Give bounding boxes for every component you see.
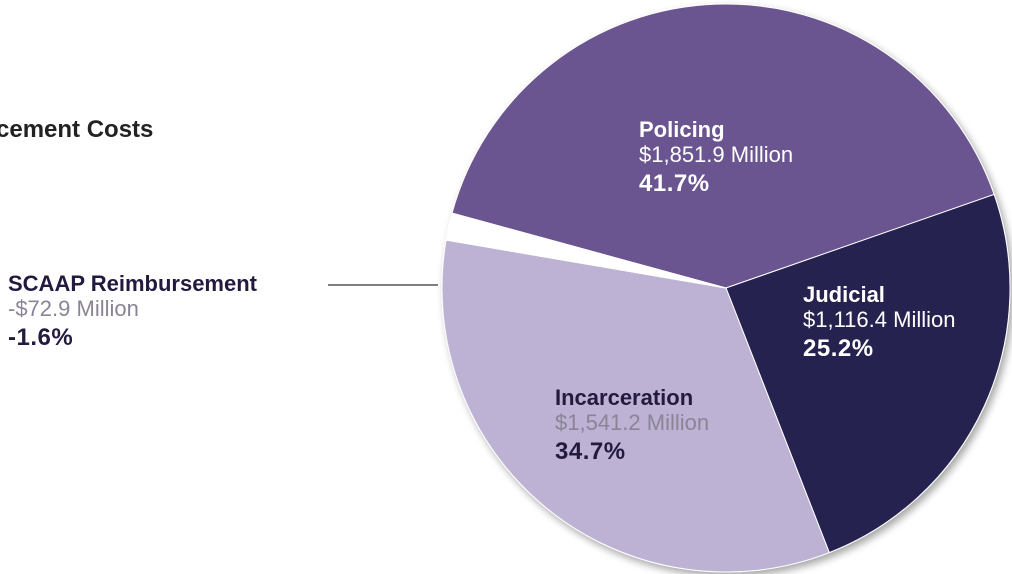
pie-slice-judicial [725, 193, 1011, 554]
slice-amount: -$72.9 Million [8, 295, 139, 321]
slice-label-scaap-reimbursement: SCAAP Reimbursement -$72.9 Million -1.6% [8, 271, 257, 352]
slice-label-incarceration: Incarceration $1,541.2 Million 34.7% [555, 385, 710, 466]
slice-name: Incarceration [555, 385, 694, 410]
slice-amount: $1,851.9 Million [639, 141, 794, 167]
pie-slice-policing [451, 3, 995, 289]
slice-amount: $1,541.2 Million [555, 409, 710, 435]
slice-name: Policing [639, 117, 725, 142]
slice-percent: -1.6% [8, 324, 74, 352]
chart-title: cement Costs [0, 116, 154, 143]
slice-name: Judicial [803, 282, 885, 307]
slice-name: SCAAP Reimbursement [8, 271, 257, 296]
pie-slice-incarceration [441, 239, 830, 573]
slice-amount: $1,116.4 Million [803, 306, 956, 332]
pie-slice-scaap [445, 212, 727, 289]
slice-percent: 41.7% [639, 170, 710, 198]
slice-percent: 25.2% [803, 335, 874, 363]
slice-percent: 34.7% [555, 438, 626, 466]
slice-label-judicial: Judicial $1,116.4 Million 25.2% [803, 282, 956, 363]
slice-label-policing: Policing $1,851.9 Million 41.7% [639, 117, 794, 198]
